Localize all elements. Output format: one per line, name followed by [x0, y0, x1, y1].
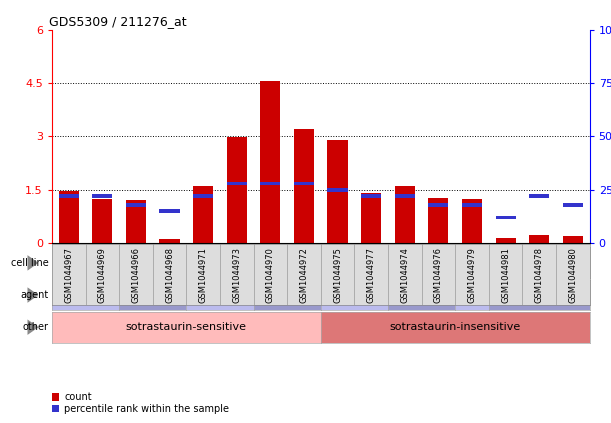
Bar — [361, 195, 381, 198]
Bar — [92, 195, 112, 198]
Text: GSM1044973: GSM1044973 — [232, 247, 241, 303]
Text: GSM1044975: GSM1044975 — [333, 247, 342, 303]
Bar — [59, 190, 79, 243]
Text: GSM1044980: GSM1044980 — [568, 247, 577, 303]
Bar — [327, 140, 348, 243]
Text: GSM1044969: GSM1044969 — [98, 247, 107, 303]
Text: GSM1044977: GSM1044977 — [367, 247, 376, 303]
Bar — [92, 199, 112, 243]
Text: other: other — [23, 322, 49, 332]
Text: count: count — [64, 392, 92, 402]
Bar — [227, 181, 247, 185]
Text: percentile rank within the sample: percentile rank within the sample — [64, 404, 229, 414]
Text: control: control — [522, 290, 556, 300]
Text: sotrastaurin: sotrastaurin — [451, 292, 493, 298]
Text: GSM1044979: GSM1044979 — [467, 247, 477, 303]
Text: sotrastaurin-sensitive: sotrastaurin-sensitive — [126, 322, 247, 332]
Text: Maver-1: Maver-1 — [500, 258, 545, 268]
Text: GSM1044972: GSM1044972 — [299, 247, 309, 303]
Bar — [361, 192, 381, 243]
Bar — [529, 195, 549, 198]
Text: sotrastaurin
n: sotrastaurin n — [191, 284, 249, 306]
Bar — [260, 81, 280, 243]
Bar — [563, 236, 583, 243]
Bar — [126, 200, 146, 243]
Bar — [496, 216, 516, 220]
Bar — [428, 203, 448, 206]
Polygon shape — [27, 255, 38, 271]
Text: control: control — [136, 290, 170, 300]
Text: GDS5309 / 211276_at: GDS5309 / 211276_at — [49, 16, 187, 28]
Text: GSM1044970: GSM1044970 — [266, 247, 275, 303]
Text: GSM1044967: GSM1044967 — [64, 247, 73, 303]
Text: control: control — [404, 290, 439, 300]
Bar — [395, 186, 415, 243]
Bar — [428, 198, 448, 243]
Text: sotrastaurin-insensitive: sotrastaurin-insensitive — [390, 322, 521, 332]
Bar — [462, 199, 482, 243]
Bar — [126, 203, 146, 206]
Text: Z138: Z138 — [373, 258, 403, 268]
Bar — [193, 195, 213, 198]
Bar — [529, 235, 549, 243]
Text: GSM1044966: GSM1044966 — [131, 247, 141, 303]
Bar — [294, 129, 314, 243]
Text: GSM1044971: GSM1044971 — [199, 247, 208, 303]
Bar — [327, 188, 348, 192]
Text: GSM1044976: GSM1044976 — [434, 247, 443, 303]
Bar — [294, 181, 314, 185]
Text: sotrastaurin
n: sotrastaurin n — [56, 284, 115, 306]
Text: Jeko-1: Jeko-1 — [102, 258, 136, 268]
Bar — [193, 186, 213, 243]
Bar — [159, 239, 180, 243]
Bar — [59, 195, 79, 198]
Text: control: control — [270, 290, 304, 300]
Bar — [227, 137, 247, 243]
Text: Mino: Mino — [240, 258, 267, 268]
Polygon shape — [27, 287, 38, 303]
Text: GSM1044974: GSM1044974 — [400, 247, 409, 303]
Bar — [159, 209, 180, 213]
Bar — [260, 181, 280, 185]
Bar — [496, 238, 516, 243]
Text: GSM1044981: GSM1044981 — [501, 247, 510, 303]
Polygon shape — [27, 319, 38, 335]
Bar — [563, 203, 583, 206]
Bar — [395, 195, 415, 198]
Text: agent: agent — [21, 290, 49, 300]
Text: GSM1044978: GSM1044978 — [535, 247, 544, 303]
Text: GSM1044968: GSM1044968 — [165, 247, 174, 303]
Text: sotrastaurin
n: sotrastaurin n — [325, 284, 384, 306]
Bar — [462, 203, 482, 206]
Text: cell line: cell line — [11, 258, 49, 268]
